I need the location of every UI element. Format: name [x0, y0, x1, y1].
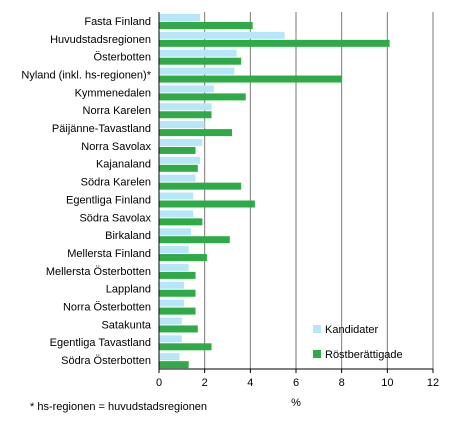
bar-kandidater — [159, 246, 189, 254]
legend-swatch — [313, 325, 321, 333]
legend-label: Röstberättigade — [325, 349, 403, 361]
bar-rostberattigade — [159, 111, 212, 119]
bar-kandidater — [159, 335, 182, 343]
bar-kandidater — [159, 210, 194, 218]
category-label: Lappland — [106, 284, 151, 296]
bar-rostberattigade — [159, 146, 196, 154]
bar-kandidater — [159, 192, 194, 200]
bar-rostberattigade — [159, 182, 242, 190]
bar-kandidater — [159, 67, 235, 75]
category-label: Norra Österbotten — [63, 302, 151, 314]
bar-rostberattigade — [159, 218, 203, 226]
bar-kandidater — [159, 103, 212, 111]
bar-rostberattigade — [159, 57, 242, 65]
category-labels: Fasta Finland Huvudstadsregionen Österbott… — [21, 16, 151, 367]
bar-rostberattigade — [159, 361, 189, 369]
category-label: Egentliga Finland — [66, 194, 151, 206]
axes — [158, 12, 434, 373]
footnote: * hs-regionen = huvudstadsregionen — [30, 401, 207, 413]
x-tick-label: 12 — [427, 377, 439, 389]
bar-kandidater — [159, 156, 201, 164]
bar-rostberattigade — [159, 39, 390, 47]
bar-rostberattigade — [159, 307, 196, 315]
category-label: Norra Karelen — [83, 105, 151, 117]
bar-rostberattigade — [159, 93, 246, 101]
bar-rostberattigade — [159, 129, 233, 137]
category-label: Huvudstadsregionen — [50, 34, 151, 46]
bar-kandidater — [159, 263, 189, 271]
bar-rostberattigade — [159, 200, 255, 208]
x-tick-label: 0 — [156, 377, 162, 389]
category-label: Österbotten — [94, 52, 151, 64]
bar-kandidater — [159, 353, 180, 361]
bars — [159, 14, 390, 369]
bar-rostberattigade — [159, 75, 342, 83]
x-tick-label: 6 — [293, 377, 299, 389]
category-label: Päijänne-Tavastland — [52, 123, 151, 135]
x-tick-label: 8 — [339, 377, 345, 389]
bar-kandidater — [159, 317, 182, 325]
bar-rostberattigade — [159, 254, 207, 262]
x-tick-label: 2 — [202, 377, 208, 389]
x-tick-label: 4 — [247, 377, 253, 389]
bar-rostberattigade — [159, 271, 196, 279]
category-label: Mellersta Österbotten — [46, 266, 151, 278]
category-label: Mellersta Finland — [67, 248, 151, 260]
bar-rostberattigade — [159, 325, 198, 333]
x-tick-label: 10 — [381, 377, 393, 389]
bar-kandidater — [159, 14, 201, 21]
category-label: Södra Österbotten — [61, 355, 151, 367]
bar-rostberattigade — [159, 236, 230, 244]
bar-rostberattigade — [159, 343, 212, 351]
category-label: Kymmenedalen — [75, 87, 151, 99]
category-label: Kajanaland — [96, 159, 151, 171]
category-label: Egentliga Tavastland — [50, 337, 151, 349]
bar-rostberattigade — [159, 22, 253, 29]
bar-kandidater — [159, 299, 185, 307]
bar-kandidater — [159, 85, 214, 93]
bar-rostberattigade — [159, 289, 196, 297]
bar-kandidater — [159, 281, 185, 289]
x-tick-labels: 0 2 4 6 8 10 12 — [156, 377, 439, 389]
bar-kandidater — [159, 228, 191, 236]
legend-label: Kandidater — [325, 324, 379, 336]
bar-kandidater — [159, 174, 196, 182]
category-label: Satakunta — [101, 319, 151, 331]
category-label: Södra Karelen — [81, 177, 151, 189]
category-label: Norra Savolax — [81, 141, 151, 153]
legend: Kandidater Röstberättigade — [313, 324, 403, 361]
legend-swatch — [313, 350, 321, 358]
grid-lines — [204, 12, 434, 369]
category-label: Nyland (inkl. hs-regionen)* — [21, 69, 151, 81]
bar-kandidater — [159, 138, 203, 146]
bar-kandidater — [159, 121, 205, 129]
category-label: Södra Savolax — [79, 212, 151, 224]
bar-kandidater — [159, 49, 237, 57]
category-label: Birkaland — [105, 230, 151, 242]
bar-kandidater — [159, 31, 285, 39]
category-label: Fasta Finland — [84, 16, 151, 28]
x-axis-label: % — [291, 397, 301, 409]
bar-rostberattigade — [159, 164, 198, 172]
